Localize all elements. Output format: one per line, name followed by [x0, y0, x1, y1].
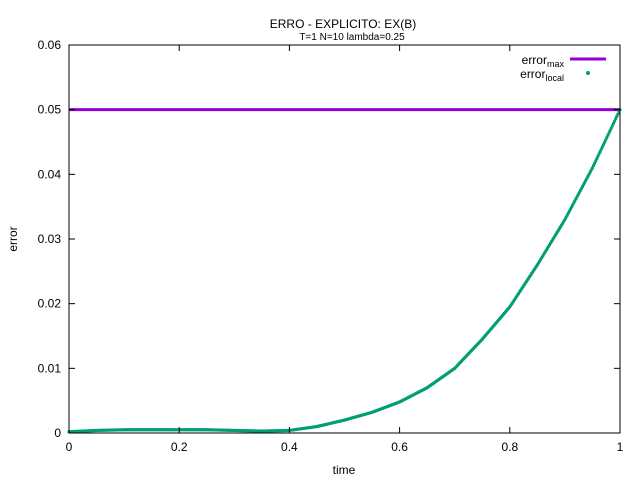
axis-ticks: 0 0.2 0.4 0.6 0.8 1 0 0.01 0.02 0.03 0.04 0.05 0.06 [38, 38, 624, 454]
y-tick-label: 0.05 [38, 103, 62, 117]
y-tick-label: 0.04 [38, 167, 62, 181]
y-tick-label: 0.01 [38, 361, 62, 375]
legend-label-error-local-sub: local [545, 73, 564, 83]
legend-label-error-max: errormax [522, 53, 565, 69]
plot-area [67, 108, 622, 434]
x-tick-label: 0.4 [281, 440, 298, 454]
y-tick-label: 0 [54, 426, 61, 440]
x-tick-label: 0.8 [501, 440, 518, 454]
legend-swatch-error-local [586, 71, 590, 75]
chart-subtitle: T=1 N=10 lambda=0.25 [299, 32, 405, 43]
plot-border [68, 44, 621, 434]
x-tick-label: 1 [617, 440, 624, 454]
legend-label-error-max-sub: max [547, 59, 565, 69]
y-tick-label: 0.03 [38, 232, 62, 246]
x-tick-label: 0 [66, 440, 73, 454]
legend-label-error-local: errorlocal [520, 67, 564, 83]
x-tick-label: 0.2 [171, 440, 188, 454]
x-axis-label: time [333, 463, 356, 477]
chart-title: ERRO - EXPLICITO: EX(B) [270, 17, 416, 31]
y-tick-label: 0.06 [38, 38, 62, 52]
y-tick-label: 0.02 [38, 297, 62, 311]
legend-label-error-local-main: error [520, 67, 545, 81]
x-tick-label: 0.6 [391, 440, 408, 454]
y-axis-label: error [6, 226, 20, 251]
legend-label-error-max-main: error [522, 53, 547, 67]
legend: errormax errorlocal [520, 53, 606, 83]
